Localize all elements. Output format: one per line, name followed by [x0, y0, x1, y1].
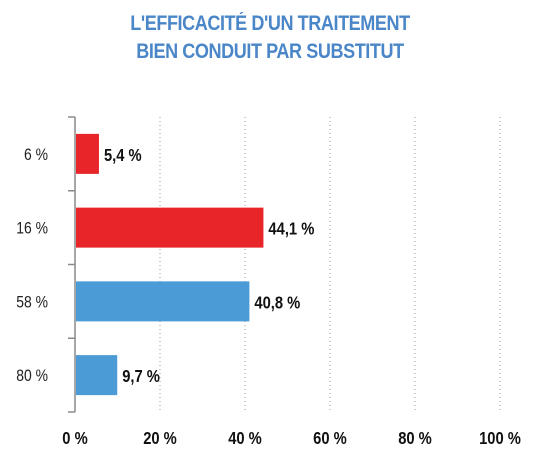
value-label-1: 44,1 % [268, 219, 314, 239]
bar-1 [76, 207, 264, 248]
bar-2 [76, 281, 250, 322]
x-tick-label-2: 40 % [228, 429, 262, 449]
x-tick-label-4: 80 % [398, 429, 432, 449]
category-label-3: 80 % [16, 367, 48, 386]
x-tick-label-3: 60 % [313, 429, 347, 449]
chart-title-line-2: BIEN CONDUIT PAR SUBSTITUT [136, 40, 404, 63]
value-label-3: 9,7 % [122, 367, 160, 387]
chart-title-line-1: L'EFFICACITÉ D'UN TRAITEMENT [130, 12, 410, 35]
x-tick-label-1: 20 % [143, 429, 177, 449]
value-label-0: 5,4 % [104, 146, 142, 166]
category-label-0: 6 % [24, 146, 48, 165]
x-tick-label-5: 100 % [479, 429, 521, 449]
bar-0 [76, 133, 99, 174]
value-label-2: 40,8 % [254, 293, 300, 313]
bar-3 [76, 355, 118, 396]
chart-title: L'EFFICACITÉ D'UN TRAITEMENT BIEN CONDUI… [38, 10, 502, 66]
category-label-2: 58 % [16, 293, 48, 312]
category-label-1: 16 % [16, 219, 48, 238]
x-tick-label-0: 0 % [62, 429, 88, 449]
